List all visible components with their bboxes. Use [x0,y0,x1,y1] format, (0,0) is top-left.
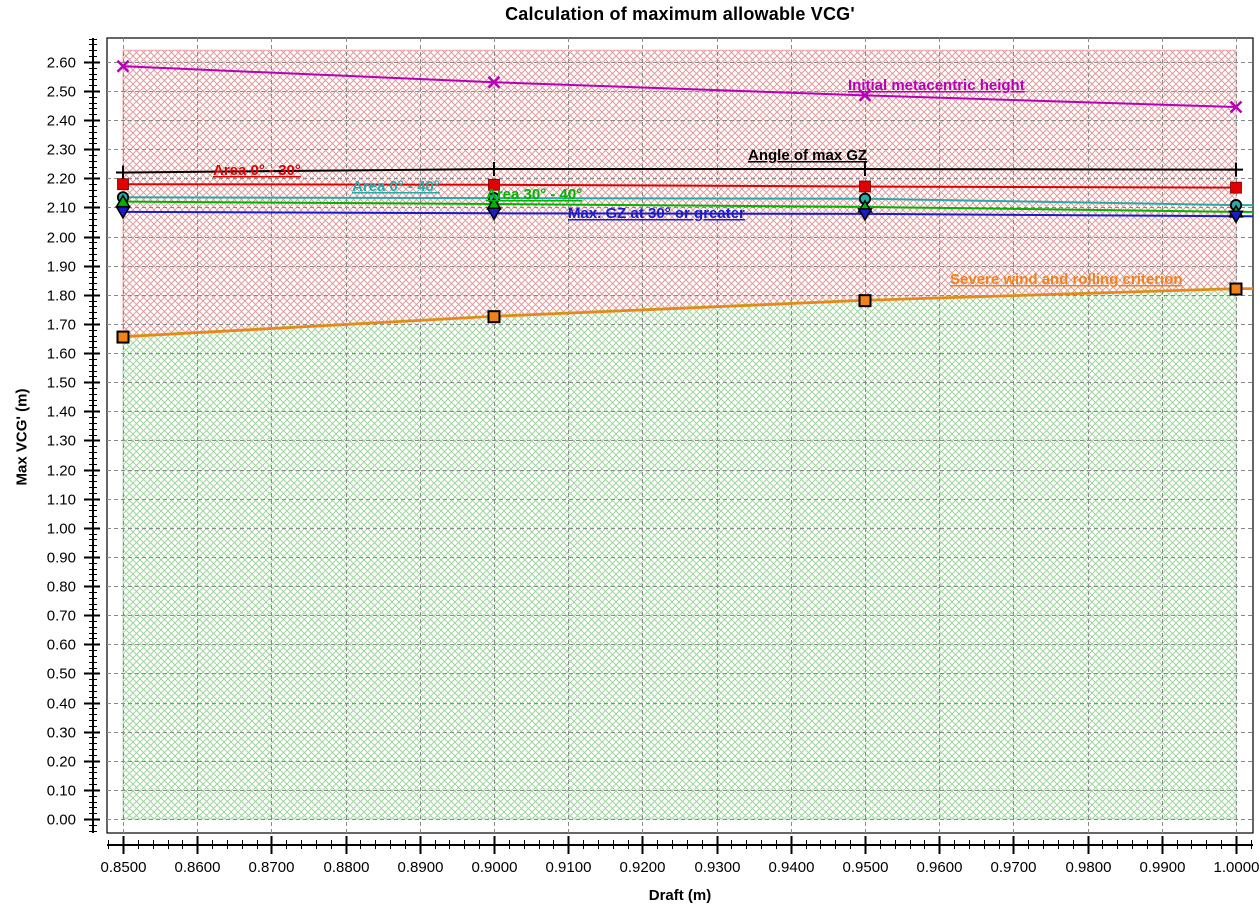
markers-initial-metacentric-height [116,59,1243,114]
series-label-area-0-40: Area 0° - 40° [352,178,440,195]
y-tick-label: 0.30 [47,725,76,742]
y-tick-label: 1.90 [47,259,76,276]
y-tick-label: 2.30 [47,142,76,159]
data-point-marker [858,162,872,177]
series-label-area-30-40: Area 30° - 40° [486,186,582,203]
series-line [122,183,1237,189]
y-tick-label: 0.60 [47,637,76,654]
y-tick-label: 0.70 [47,608,76,625]
x-tick-label: 0.8800 [324,859,370,876]
series-area-0-30 [122,183,1237,189]
x-tick-label: 0.9200 [620,859,666,876]
y-tick-label: 0.20 [47,754,76,771]
data-point-marker [1229,100,1243,114]
y-tick-label: 0.50 [47,666,76,683]
markers-area-0-30 [117,178,1242,194]
data-point-marker [116,165,130,180]
x-tick-label: 0.9700 [991,859,1037,876]
data-point-marker [487,162,501,177]
x-tick-label: 0.9300 [695,859,741,876]
y-tick-label: 1.80 [47,288,76,305]
markers-max-gz-at-30-or-greater [115,206,1244,224]
y-tick-label: 0.80 [47,579,76,596]
y-tick-label: 1.60 [47,346,76,363]
x-tick-label: 0.9400 [769,859,815,876]
series-line [122,168,1237,174]
y-tick-label: 1.30 [47,433,76,450]
markers-severe-wind-and-rolling-criterion [116,282,1243,344]
y-tick-label: 1.50 [47,375,76,392]
series-initial-metacentric-height [122,65,1237,109]
x-tick-label: 1.0000 [1214,859,1260,876]
y-tick-label: 0.40 [47,696,76,713]
axes: 0.00 0.10 0.20 0.30 0.40 0.50 0.60 0.70 0.80 0.90… [47,38,1260,876]
x-tick-label: 0.8500 [101,859,147,876]
x-tick-label: 0.9800 [1066,859,1112,876]
x-tick-label: 0.9000 [472,859,518,876]
series-label-severe-wind-and-rolling-criterion: Severe wind and rolling criterion [950,271,1183,288]
y-tick-label: 1.20 [47,463,76,480]
x-tick-label: 0.8700 [249,859,295,876]
series-line [122,65,1237,109]
markers-angle-of-max-gz [116,162,1243,180]
data-point-marker [1230,181,1242,194]
data-point-marker [858,88,872,102]
data-point-marker [117,178,129,191]
x-tick-label: 0.8600 [175,859,221,876]
data-point-marker [858,294,872,308]
x-tick-label: 0.9100 [546,859,592,876]
y-tick-label: 0.90 [47,550,76,567]
series-label-initial-metacentric-height: Initial metacentric height [848,77,1025,94]
data-point-marker [115,206,131,220]
x-tick-label: 0.9600 [917,859,963,876]
x-tick-label: 0.9900 [1140,859,1186,876]
data-point-marker [857,208,873,222]
y-tick-label: 2.00 [47,230,76,247]
chart-title: Calculation of maximum allowable VCG' [505,4,855,24]
series-label-area-0-30: Area 0° - 30° [213,162,301,179]
pass-region-hatch [122,288,1237,820]
y-tick-label: 2.50 [47,84,76,101]
data-point-marker [486,207,502,221]
y-tick-label: 2.40 [47,113,76,130]
x-tick-label: 0.8900 [398,859,444,876]
data-point-marker [487,310,501,324]
y-tick-label: 1.10 [47,492,76,509]
data-point-marker [116,59,130,73]
series-label-angle-of-max-gz: Angle of max GZ [748,147,867,164]
x-tick-label: 0.9500 [843,859,889,876]
series-angle-of-max-gz [122,168,1237,174]
data-point-marker [1228,210,1244,224]
data-point-marker [1229,162,1243,177]
y-tick-label: 0.10 [47,783,76,800]
gridlines [107,38,1253,833]
series-label-max-gz-at-30-or-greater: Max. GZ at 30° or greater [568,205,745,222]
data-point-marker [488,178,500,191]
data-point-marker [487,75,501,89]
data-point-marker [859,180,871,193]
y-tick-label: 1.70 [47,317,76,334]
y-tick-label: 1.40 [47,404,76,421]
data-point-marker [116,330,130,344]
y-tick-label: 2.60 [47,55,76,72]
y-tick-label: 1.00 [47,521,76,538]
data-point-marker [1229,282,1243,296]
y-tick-label: 2.10 [47,200,76,217]
y-tick-label: 2.20 [47,171,76,188]
x-axis-title: Draft (m) [648,887,712,904]
y-tick-label: 0.00 [47,812,76,829]
